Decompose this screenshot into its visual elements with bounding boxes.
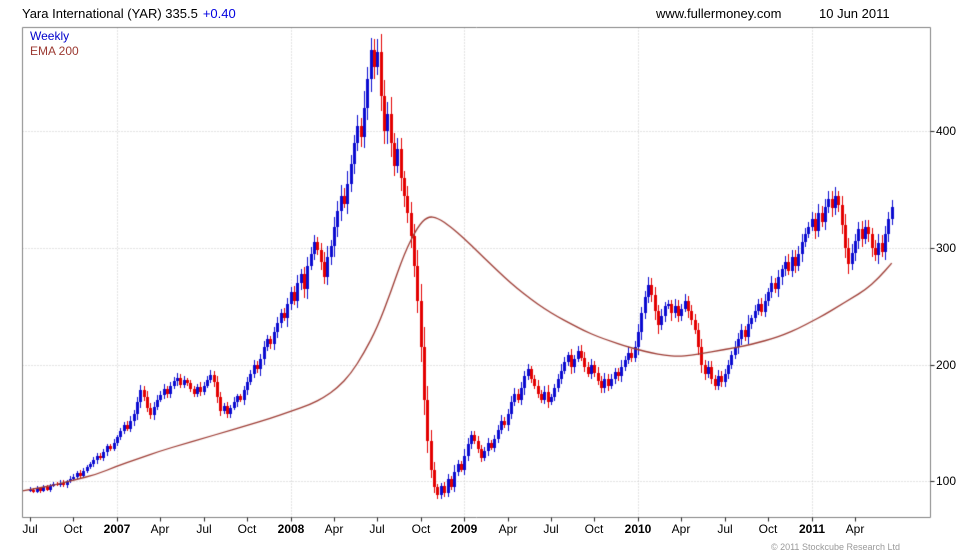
- instrument-title: Yara International (YAR) 335.5 +0.40: [22, 6, 236, 21]
- legend-ema: EMA 200: [30, 44, 79, 58]
- legend-weekly: Weekly: [30, 29, 70, 43]
- instrument-name-price: Yara International (YAR) 335.5: [22, 6, 198, 21]
- copyright-notice: © 2011 Stockcube Research Ltd: [770, 542, 900, 552]
- price-change: +0.40: [202, 6, 236, 21]
- date-label: 10 Jun 2011: [819, 6, 890, 21]
- site-label: www.fullermoney.com: [656, 6, 782, 21]
